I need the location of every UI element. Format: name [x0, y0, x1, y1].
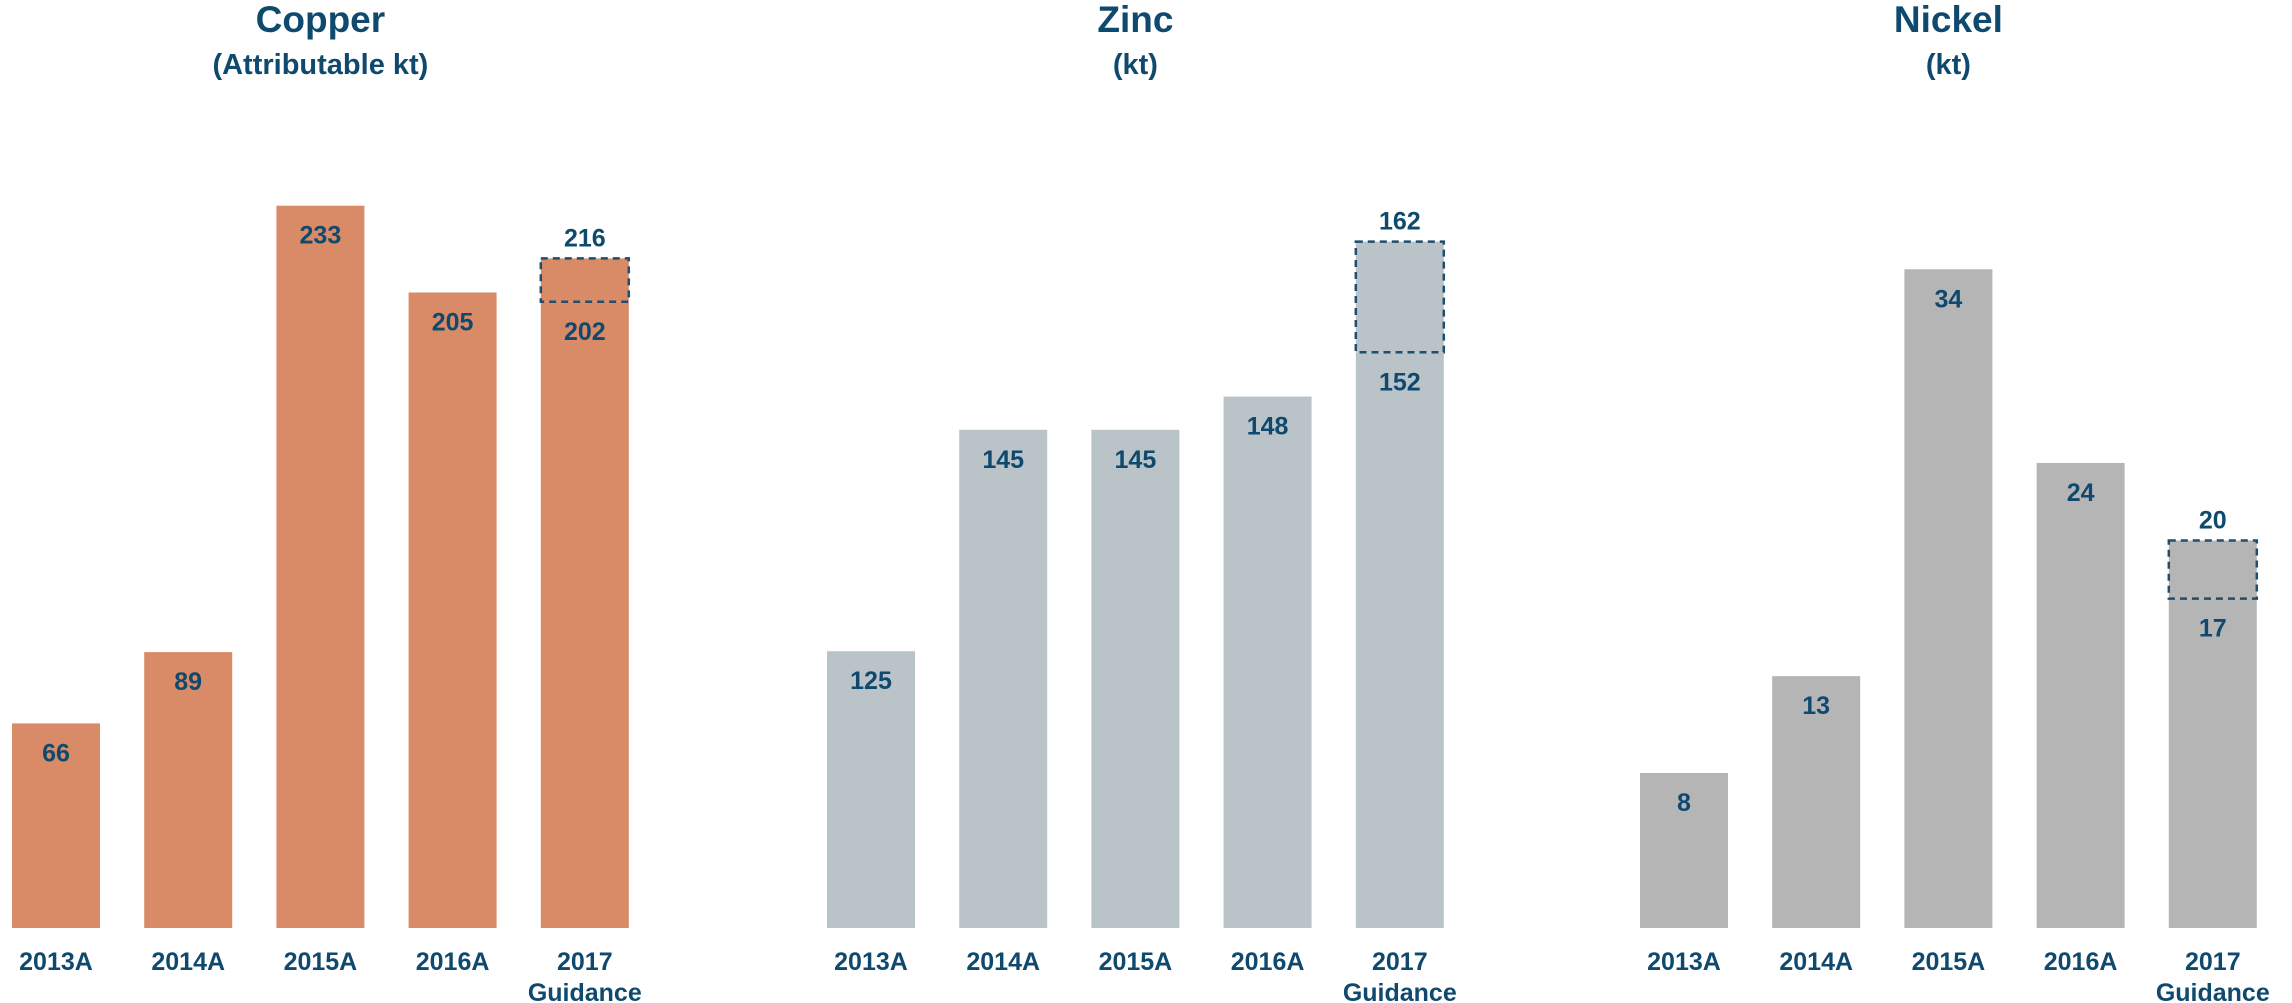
chart-subtitle: (kt) [1926, 49, 1971, 81]
x-tick-label: 2015A [284, 948, 358, 976]
chart-subtitle: (kt) [1113, 49, 1158, 81]
x-tick-label: 2014A [1779, 948, 1853, 976]
value-label: 125 [850, 667, 892, 695]
value-label: 152 [1379, 368, 1421, 396]
value-label: 13 [1802, 692, 1830, 720]
chart-title: Zinc [1097, 0, 1173, 40]
x-tick-label: 2016A [1231, 948, 1305, 976]
x-tick-label: 2017 Guidance [2156, 948, 2270, 1003]
x-tick-label: 2016A [2044, 948, 2118, 976]
value-label: 8 [1677, 789, 1691, 817]
x-tick-label: 2013A [834, 948, 908, 976]
x-tick-label: 2013A [19, 948, 93, 976]
chart-subtitle: (Attributable kt) [212, 49, 428, 81]
value-label: 89 [174, 668, 202, 696]
bar [2036, 463, 2125, 928]
bar [2168, 598, 2257, 928]
value-label: 24 [2067, 479, 2095, 507]
x-tick-label: 2017 Guidance [1343, 948, 1457, 1003]
bar [827, 651, 915, 928]
guidance-label: 162 [1379, 208, 1421, 236]
value-label: 17 [2199, 615, 2227, 643]
bar [1772, 676, 1861, 928]
guidance-range [1354, 240, 1446, 354]
bar [1640, 773, 1728, 928]
bar [1091, 429, 1180, 928]
bar [12, 723, 100, 928]
x-tick-label: 2015A [1912, 948, 1986, 976]
bar [1904, 269, 1993, 928]
x-tick-label: 2014A [151, 948, 225, 976]
x-tick-label: 2014A [966, 948, 1040, 976]
chart-title: Copper [256, 0, 386, 40]
guidance-range [539, 257, 631, 304]
value-label: 145 [982, 446, 1024, 474]
chart-title: Nickel [1894, 0, 2003, 40]
bar [1355, 352, 1444, 928]
bar [144, 652, 233, 928]
guidance-label: 20 [2199, 507, 2227, 535]
bar [408, 292, 497, 928]
value-label: 233 [300, 222, 342, 250]
guidance-range [2167, 539, 2259, 600]
value-label: 202 [564, 318, 606, 346]
value-label: 145 [1115, 446, 1157, 474]
bar [276, 205, 365, 928]
x-tick-label: 2015A [1099, 948, 1173, 976]
guidance-label: 216 [564, 224, 606, 252]
x-tick-label: 2016A [416, 948, 490, 976]
x-tick-label: 2013A [1647, 948, 1721, 976]
value-label: 66 [42, 739, 70, 767]
value-label: 148 [1247, 413, 1289, 441]
bar [959, 429, 1048, 928]
bar [540, 301, 629, 928]
bar [1223, 396, 1312, 929]
value-label: 34 [1934, 285, 1962, 313]
value-label: 205 [432, 309, 474, 337]
x-tick-label: 2017 Guidance [528, 948, 642, 1003]
